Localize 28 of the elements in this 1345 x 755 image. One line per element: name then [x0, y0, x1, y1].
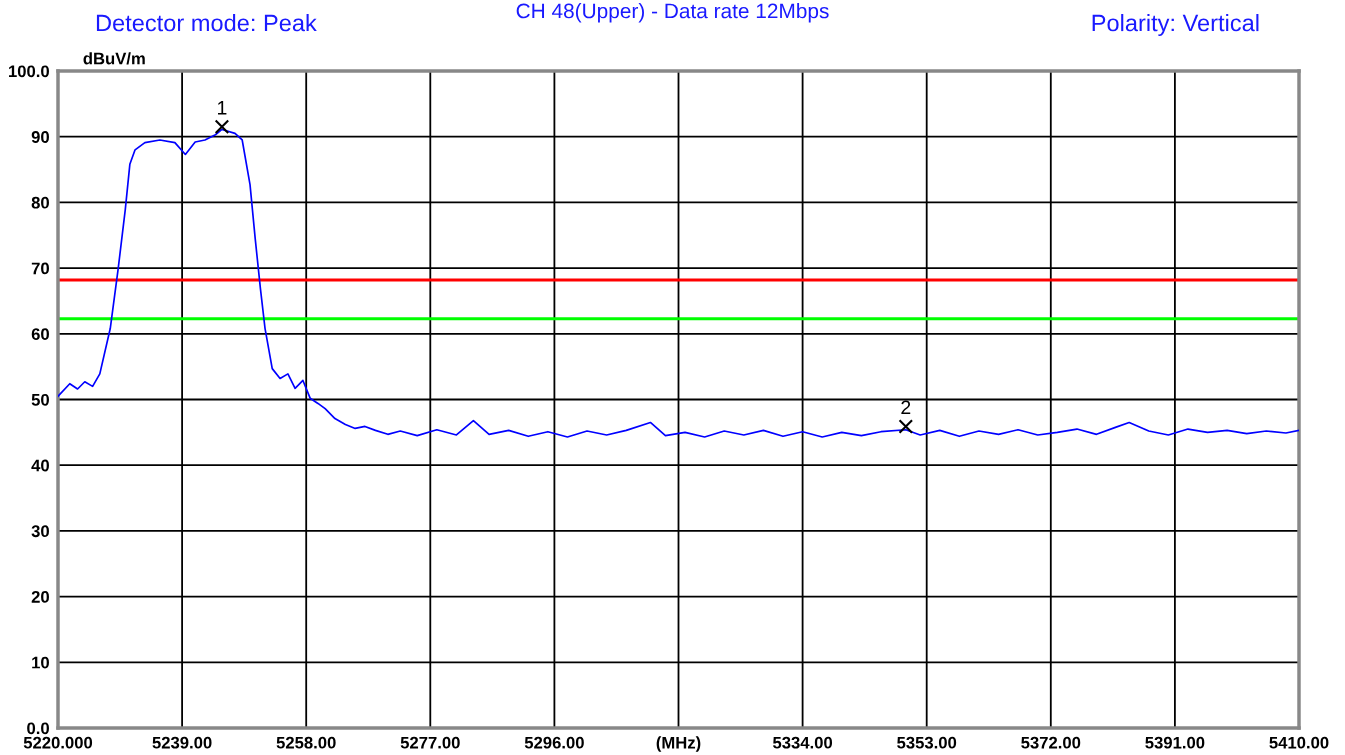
text: Detector mode: Peak: [96, 14, 317, 32]
x-tick-label: 5372.00: [1021, 736, 1081, 749]
x-tick-label: (MHz): [656, 736, 701, 752]
annotation: 2: [901, 400, 911, 415]
text: Polarity: Vertical: [1092, 14, 1259, 37]
y-tick-label: 10: [32, 656, 49, 669]
x-tick-label: 5277.00: [400, 736, 460, 749]
x-tick-label: 5258.00: [276, 736, 336, 749]
y-axis-title: dBuV/m: [83, 52, 145, 65]
x-tick-label: 5410.00: [1269, 736, 1329, 749]
x-tick-label: 5391.00: [1145, 736, 1205, 749]
y-tick-label: 0.0: [27, 722, 49, 735]
x-tick-label: 5353.00: [897, 736, 957, 749]
chart-title: CH 48(Upper) - Data rate 12Mbps: [516, 3, 829, 23]
y-tick-label: 80: [31, 196, 49, 209]
y-tick-label: 40: [31, 459, 49, 472]
x-tick-label: 5239.00: [152, 736, 212, 749]
annotation: 1: [218, 101, 227, 115]
y-tick-label: 50: [31, 393, 49, 406]
y-tick-label: 20: [31, 591, 49, 603]
y-tick-label: 60: [31, 328, 49, 340]
y-tick-label: 100.0: [9, 65, 49, 78]
x-tick-label: 5220.000: [23, 736, 93, 749]
y-tick-label: 30: [31, 525, 49, 538]
x-tick-label: 5334.00: [772, 736, 833, 749]
y-tick-label: 90: [31, 131, 49, 143]
x-tick-label: 5296.00: [524, 736, 584, 749]
y-tick-label: 70: [31, 262, 49, 275]
